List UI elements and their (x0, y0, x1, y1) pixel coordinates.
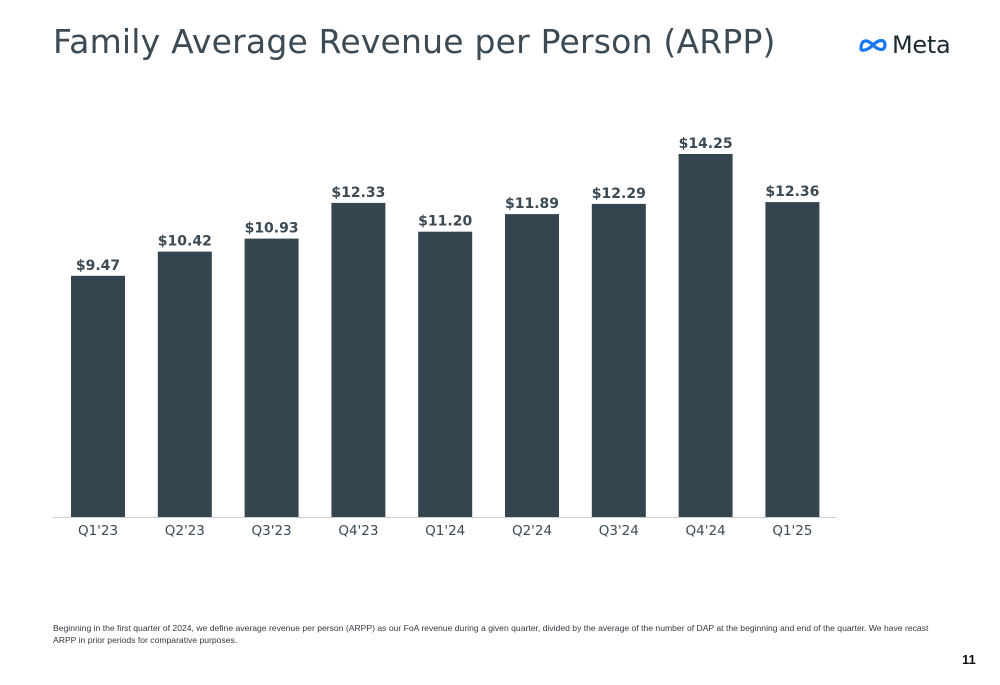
x-tick-label: Q1'23 (78, 523, 118, 539)
page-title: Family Average Revenue per Person (ARPP) (53, 22, 776, 61)
meta-logo: Meta (858, 31, 951, 59)
bar-Q2'24 (505, 214, 559, 517)
bar-Q3'24 (591, 203, 646, 517)
data-label: $10.93 (245, 221, 299, 237)
data-label: $12.36 (765, 184, 819, 200)
x-tick-label: Q1'25 (772, 523, 812, 539)
meta-wordmark: Meta (892, 31, 951, 59)
data-label: $12.29 (592, 186, 646, 202)
bar-Q2'23 (157, 251, 212, 517)
x-tick-label: Q1'24 (425, 523, 465, 539)
arpp-bar-chart: $9.47 $10.42 $10.93 $12.33 $11.20 $11.89 $12.2… (53, 136, 836, 539)
x-tick-label: Q4'23 (338, 523, 378, 539)
x-tick-label: Q2'24 (512, 523, 552, 539)
data-label: $14.25 (679, 136, 733, 152)
meta-infinity-icon (859, 38, 887, 52)
x-tick-label: Q4'24 (686, 523, 726, 539)
footnote: Beginning in the first quarter of 2024, … (53, 623, 929, 645)
bar-Q1'24 (418, 231, 473, 517)
x-tick-label: Q3'24 (599, 523, 639, 539)
page-number: 11 (962, 652, 976, 667)
bar-Q4'24 (678, 154, 733, 517)
data-label: $11.20 (418, 214, 472, 230)
x-tick-label: Q2'23 (165, 523, 205, 539)
data-label: $10.42 (158, 234, 212, 250)
x-tick-label: Q3'23 (252, 523, 292, 539)
data-label: $9.47 (76, 258, 120, 274)
data-label: $11.89 (505, 196, 559, 212)
bar-Q3'23 (244, 238, 299, 517)
data-label: $12.33 (331, 185, 385, 201)
bar-Q4'23 (331, 202, 386, 517)
bar-Q1'25 (765, 202, 820, 517)
bar-Q1'23 (71, 275, 125, 517)
